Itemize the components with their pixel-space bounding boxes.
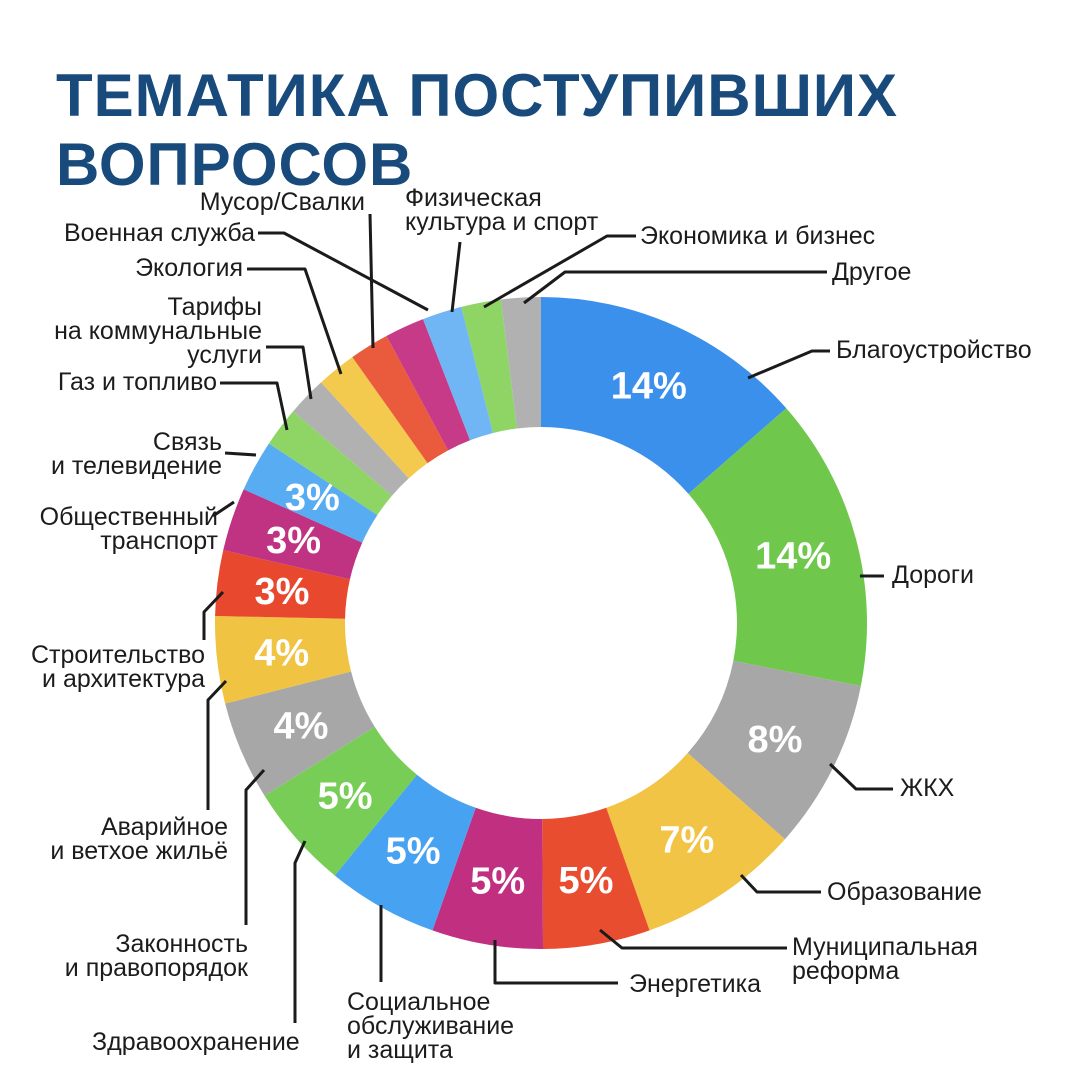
leader-line-stroitelstvo (202, 590, 225, 640)
percent-label-1: 14% (755, 535, 831, 577)
leader-line-obrazovanie (739, 873, 821, 894)
leader-line-municipalnaya-reforma (599, 928, 787, 950)
leader-line-svyaz-tv (224, 451, 257, 457)
leader-line-tarify-zhku (266, 345, 313, 400)
leader-line-gaz-toplivo (220, 381, 289, 431)
leader-line-fizkultura-sport (450, 241, 462, 313)
pie-slice-7 (264, 726, 417, 876)
percent-label-6: 5% (386, 831, 441, 873)
leader-line-avariynoe-zhilyo (206, 679, 228, 810)
pie-slice-13 (268, 411, 392, 516)
pie-slice-9 (215, 615, 352, 704)
leader-lines (202, 213, 893, 1023)
slice-label-energetika: Энергетика (629, 970, 762, 998)
slice-label-musor-svalki: Мусор/Свалки (199, 188, 365, 216)
pie-slice-2 (687, 660, 861, 840)
percent-label-4: 5% (558, 860, 613, 902)
pie-slice-20 (500, 297, 541, 429)
leader-line-drugoe (523, 270, 827, 305)
pie-slice-12 (243, 443, 378, 543)
pie-slice-6 (334, 774, 476, 931)
slice-label-obshchestvenny-transport: Общественный транспорт (39, 503, 218, 555)
pie-slice-14 (293, 382, 409, 496)
slice-label-socialnoe-obsluzhivanie: Социальное обслуживание и защита (347, 988, 515, 1064)
leader-line-energetika (493, 940, 618, 985)
slice-label-drugoe: Другое (832, 258, 912, 286)
slice-label-gaz-toplivo: Газ и топливо (57, 368, 217, 396)
slice-label-obrazovanie: Образование (827, 878, 982, 906)
leader-line-voennaya-sluzhba (258, 231, 429, 312)
leader-line-zakonnost (244, 768, 266, 925)
leader-line-zhkh (828, 762, 893, 791)
pie-slice-0 (541, 297, 787, 494)
pie-slice-1 (688, 408, 868, 686)
slice-label-ekonomika-biznes: Экономика и бизнес (640, 222, 876, 250)
slice-label-avariynoe-zhilyo: Аварийное и ветхое жильё (50, 813, 228, 865)
slice-label-stroitelstvo: Строительство и архитектура (31, 641, 205, 693)
leader-line-ekonomika-biznes (483, 234, 636, 309)
leader-line-zdravoohranenie (293, 840, 307, 1023)
pie-slice-19 (461, 299, 517, 433)
percent-label-11: 3% (266, 520, 321, 562)
pie-slice-10 (215, 550, 350, 619)
pie-slice-4 (542, 807, 650, 949)
donut-slices: 14%14%8%7%5%5%5%5%4%4%3%3%3% (215, 297, 868, 949)
slice-label-ekologiya: Экология (135, 254, 243, 282)
percent-label-2: 8% (747, 719, 802, 761)
pie-slice-5 (432, 807, 544, 949)
slice-label-tarify-zhku: Тарифы на коммунальные услуги (54, 293, 262, 369)
slice-label-zhkh: ЖКХ (900, 774, 955, 802)
percent-label-10: 3% (255, 571, 310, 613)
slice-label-municipalnaya-reforma: Муниципальная реформа (792, 933, 978, 985)
slice-label-fizkultura-sport: Физическая культура и спорт (405, 184, 599, 236)
percent-label-0: 14% (611, 365, 687, 407)
pie-slice-16 (352, 335, 449, 464)
pie-slice-18 (423, 306, 494, 441)
slice-label-svyaz-tv: Связь и телевидение (50, 428, 222, 480)
pie-slice-3 (606, 753, 785, 931)
leader-line-ekologiya (247, 267, 343, 375)
percent-label-5: 5% (470, 860, 525, 902)
leader-line-blagoustroystvo (747, 349, 830, 380)
slice-label-voennaya-sluzhba: Военная служба (63, 219, 255, 247)
slice-label-zakonnost: Законность и правопорядок (64, 930, 248, 982)
pie-slice-11 (223, 489, 363, 580)
percent-label-3: 7% (659, 820, 714, 862)
pie-slice-15 (321, 357, 428, 479)
leader-line-obshchestvenny-transport (212, 500, 235, 518)
percent-label-8: 4% (274, 706, 329, 748)
slice-label-dorogi: Дороги (892, 561, 975, 589)
percent-label-7: 5% (318, 776, 373, 818)
percent-label-12: 3% (285, 477, 340, 519)
pie-slice-17 (386, 319, 471, 451)
page-title: ТЕМАТИКА ПОСТУПИВШИХ ВОПРОСОВ (56, 62, 899, 198)
slice-label-blagoustroystvo: Благоустройство (836, 336, 1032, 364)
percent-label-9: 4% (254, 633, 309, 675)
slice-label-zdravoohranenie: Здравоохранение (92, 1028, 300, 1056)
pie-slice-8 (225, 671, 375, 796)
